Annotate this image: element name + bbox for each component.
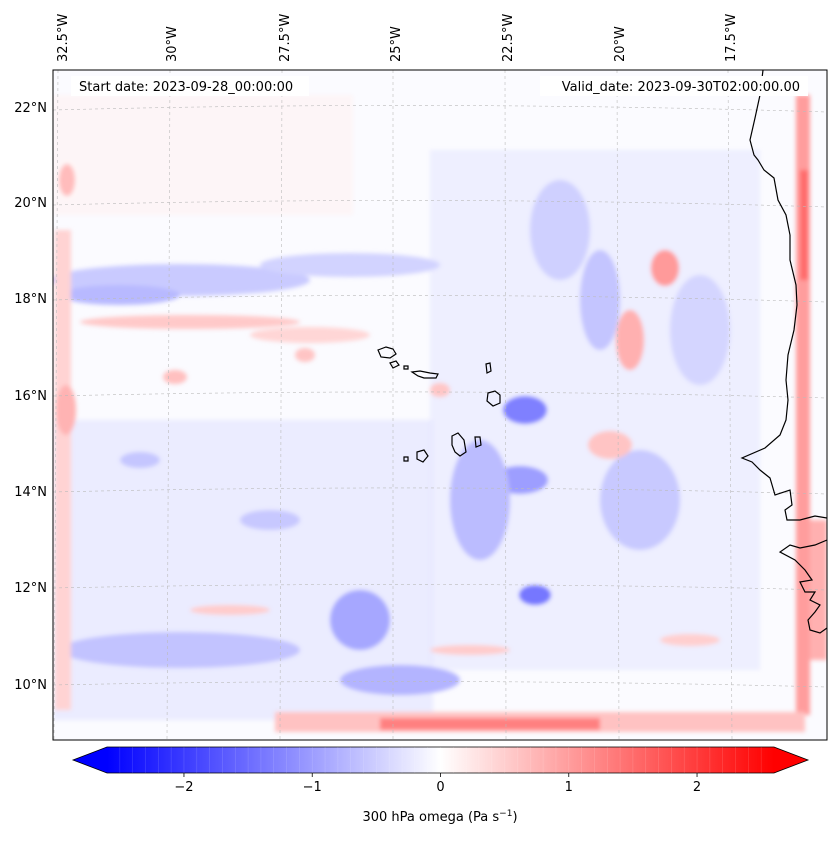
field-patch (120, 452, 160, 468)
island-brava (403, 456, 409, 462)
island-fogo (416, 449, 429, 463)
colorbar: −2 −1 0 1 2 300 hPa omega (Pa s−1) (71, 746, 810, 825)
lon-label: 22.5°W (501, 14, 516, 62)
gridline-lon (53, 70, 59, 740)
latitude-labels: 22°N 20°N 18°N 16°N 14°N 12°N 10°N (14, 101, 47, 693)
lon-label: 17.5°W (724, 14, 739, 62)
island-maio (474, 436, 482, 448)
lon-label: 30°W (165, 26, 180, 62)
island-boa-vista (486, 390, 501, 407)
colorbar-tick-label: 1 (565, 780, 573, 795)
field-patch (60, 632, 300, 668)
field-patch (59, 164, 75, 196)
field-patch (340, 665, 460, 695)
gridline-lon (504, 70, 507, 740)
colorbar-tick-label: 2 (693, 780, 701, 795)
gridline-lon (616, 70, 620, 740)
field-patch (519, 585, 551, 605)
gridline-lat (53, 681, 827, 688)
gridline-lat (53, 105, 827, 113)
colorbar-tick-label: −1 (303, 780, 322, 795)
longitude-labels: 32.5°W 30°W 27.5°W 25°W 22.5°W 20°W 17.5… (56, 14, 739, 62)
lat-label: 14°N (14, 485, 47, 500)
lat-label: 16°N (14, 389, 47, 404)
colorbar-label: 300 hPa omega (Pa s−1) (362, 809, 517, 825)
start-date-label: Start date: 2023-09-28_00:00:00 (79, 80, 293, 95)
field-patch (588, 431, 632, 459)
field-patch (55, 230, 71, 710)
colorbar-gradient (107, 747, 774, 773)
gridline-lon (279, 70, 283, 740)
field-patch (530, 180, 590, 280)
lon-label: 32.5°W (56, 14, 71, 62)
island-santo-antao (377, 346, 397, 359)
valid-date-label: Valid_date: 2023-09-30T02:00:00.00 (562, 80, 800, 95)
field-patch (430, 645, 510, 655)
field-patch (430, 383, 450, 397)
gridline-lat (53, 295, 827, 303)
lat-label: 10°N (14, 678, 47, 693)
field-patch (430, 150, 760, 670)
island-santa-luzia (403, 365, 409, 370)
island-santiago (451, 432, 467, 457)
gridline-lat (53, 200, 827, 208)
field-patch (503, 396, 547, 424)
field-patch (800, 170, 808, 280)
field-patch (56, 385, 76, 435)
field-patch (163, 370, 187, 384)
colorbar-ticks: −2 −1 0 1 2 (119, 747, 762, 795)
lon-label: 25°W (389, 26, 404, 62)
field-patch (53, 95, 353, 215)
lat-label: 20°N (14, 196, 47, 211)
field-patch (295, 348, 315, 362)
field-patch (660, 634, 720, 646)
field-patch (670, 275, 730, 385)
field-patch (810, 520, 827, 660)
field-patch (600, 450, 680, 550)
colorbar-tick-label: 0 (436, 780, 444, 795)
colorbar-outline (71, 746, 810, 774)
gridline-lon (166, 70, 171, 740)
valid-date-box (540, 76, 808, 96)
lon-label: 27.5°W (278, 14, 293, 62)
field-patch (190, 605, 270, 615)
start-date-box (71, 76, 309, 96)
lat-label: 22°N (14, 101, 47, 116)
lat-label: 12°N (14, 581, 47, 596)
gridline-lat (53, 584, 827, 591)
coastline (377, 70, 827, 634)
lon-label: 20°W (613, 26, 628, 62)
field-patch (380, 718, 600, 730)
gridline-lat (53, 487, 827, 495)
lat-label: 18°N (14, 292, 47, 307)
gridlines (53, 70, 827, 740)
map-frame (52, 69, 828, 741)
field-patch (260, 253, 440, 277)
field-patch (651, 250, 679, 286)
gridline-lon (727, 70, 733, 740)
island-sal (485, 362, 492, 374)
field-patch (450, 440, 510, 560)
island-sao-nicolau (410, 370, 439, 379)
field-patch (250, 327, 370, 343)
africa-coastline (740, 70, 827, 634)
colorbar-tick-label: −2 (174, 780, 193, 795)
gridline-lat (53, 391, 827, 399)
colorbar-min-extend (73, 747, 107, 773)
map-header: Start date: 2023-09-28_00:00:00 Valid_da… (71, 76, 808, 96)
field-patch (616, 310, 644, 370)
field-patch (80, 315, 300, 329)
field-patch (240, 510, 300, 530)
field-patch (60, 285, 180, 305)
island-sao-vicente (389, 360, 400, 369)
field-patch (580, 250, 620, 350)
colorbar-max-extend (774, 747, 808, 773)
field-patch (330, 590, 390, 650)
omega-field (53, 95, 827, 732)
